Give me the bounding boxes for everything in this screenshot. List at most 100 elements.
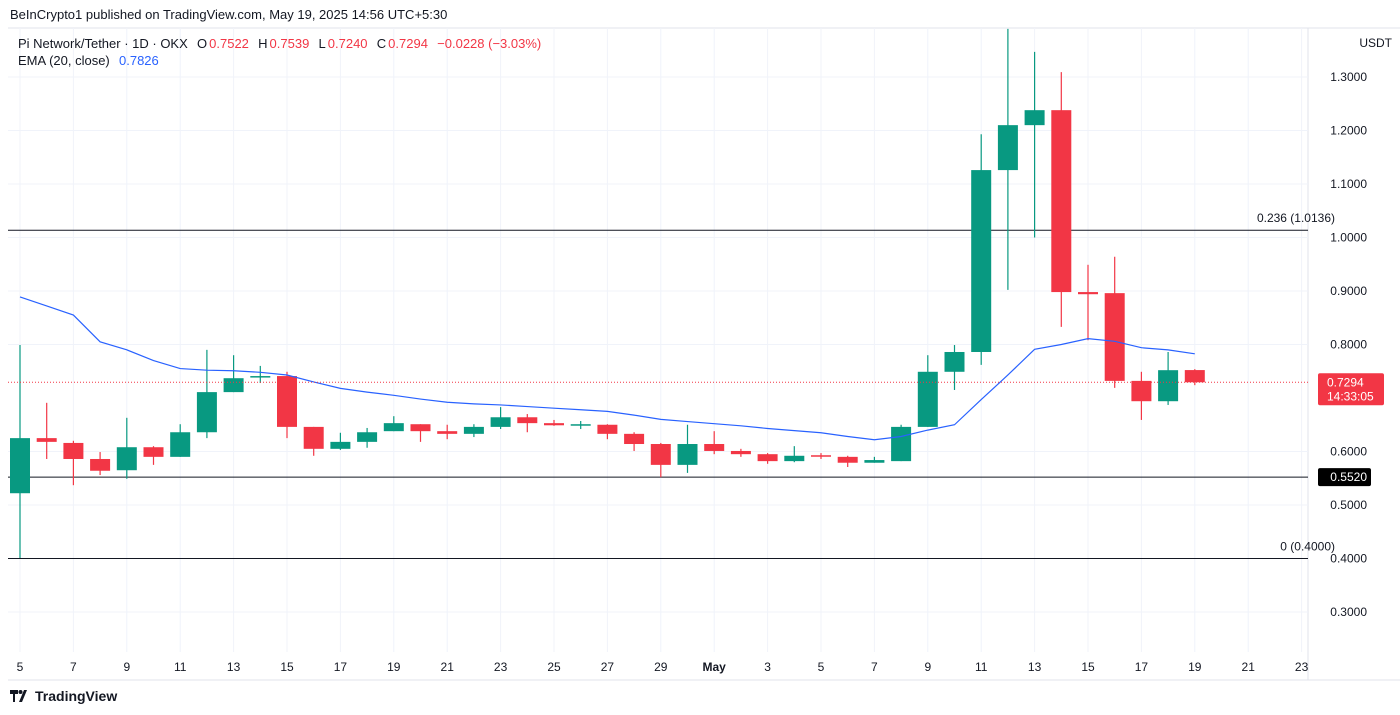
high-label: H: [258, 36, 268, 51]
y-tick-label: 0.6000: [1330, 445, 1367, 459]
candle-body: [143, 447, 164, 457]
candle-body: [1184, 370, 1205, 383]
currency-label[interactable]: USDT: [1359, 36, 1392, 50]
candle-body: [1131, 380, 1152, 402]
candle-body: [1051, 110, 1072, 293]
countdown-label: 14:33:05: [1327, 389, 1374, 403]
candle-body: [223, 378, 244, 393]
x-tick-label: 17: [334, 660, 348, 674]
symbol-legend: Pi Network/Tether · 1D · OKX O 0.7522 H 0.…: [18, 35, 543, 69]
candle-body: [1024, 110, 1045, 126]
low-value: 0.7240: [327, 36, 368, 51]
candle-body: [250, 376, 271, 378]
level-badge-label: 0.5520: [1330, 470, 1367, 484]
candle-body: [517, 417, 538, 424]
ema-row: EMA (20, close) 0.7826: [18, 52, 543, 69]
candle-body: [757, 454, 778, 462]
ohlc-row: Pi Network/Tether · 1D · OKX O 0.7522 H 0.…: [18, 35, 543, 52]
x-tick-label: 19: [387, 660, 401, 674]
y-tick-label: 0.9000: [1330, 284, 1367, 298]
level-label: 0.236 (1.0136): [1257, 211, 1335, 225]
y-tick-label: 1.0000: [1330, 231, 1367, 245]
candle-body: [383, 423, 404, 432]
high-value: 0.7539: [269, 36, 310, 51]
candle-body: [597, 424, 618, 434]
close-label: C: [376, 36, 387, 51]
symbol-name[interactable]: Pi Network/Tether · 1D · OKX: [18, 36, 188, 51]
x-tick-label: 21: [1242, 660, 1256, 674]
close-value: 0.7294: [388, 36, 428, 51]
x-tick-label: 15: [280, 660, 294, 674]
x-tick-label: 13: [227, 660, 241, 674]
x-tick-label: 5: [17, 660, 24, 674]
y-tick-label: 0.8000: [1330, 338, 1367, 352]
x-tick-label: 23: [1295, 660, 1309, 674]
candle-body: [90, 458, 111, 471]
candle-body: [730, 450, 751, 455]
candle-body: [971, 170, 992, 352]
change-value: −0.0228 (−3.03%): [437, 36, 542, 51]
x-tick-label: 15: [1081, 660, 1095, 674]
x-tick-label: May: [703, 660, 727, 674]
ema-value: 0.7826: [119, 53, 159, 68]
x-tick-label: 7: [871, 660, 878, 674]
y-tick-label: 0.4000: [1330, 552, 1367, 566]
candle-body: [277, 376, 297, 427]
candle-body: [784, 455, 805, 462]
candle-body: [891, 426, 912, 462]
candle-body: [837, 456, 858, 463]
y-tick-label: 0.3000: [1330, 605, 1367, 619]
tradingview-logo-icon: [10, 690, 27, 702]
candle-body: [63, 442, 84, 459]
x-tick-label: 9: [123, 660, 130, 674]
open-label: O: [197, 36, 208, 51]
candle-body: [944, 351, 965, 372]
candle-body: [10, 438, 30, 494]
y-tick-label: 1.2000: [1330, 124, 1367, 138]
candle-body: [357, 432, 378, 442]
y-tick-label: 0.5000: [1330, 498, 1367, 512]
candle-body: [544, 423, 564, 426]
candle-body: [330, 441, 351, 449]
x-tick-label: 21: [441, 660, 455, 674]
y-tick-label: 1.1000: [1330, 177, 1367, 191]
x-tick-label: 5: [818, 660, 825, 674]
candle-body: [704, 444, 725, 451]
candle-body: [917, 371, 938, 427]
publish-info: BeInCrypto1 published on TradingView.com…: [10, 7, 448, 22]
candle-body: [463, 426, 484, 434]
candle-body: [36, 438, 57, 442]
x-tick-label: 13: [1028, 660, 1042, 674]
x-tick-label: 17: [1135, 660, 1149, 674]
candle-body: [811, 455, 831, 457]
ema-line: [19, 296, 1195, 441]
x-tick-label: 11: [174, 660, 187, 674]
candle-body: [570, 424, 591, 426]
level-badge: [1318, 468, 1371, 487]
candle-body: [490, 417, 511, 427]
tradingview-logo: TradingView: [10, 688, 117, 704]
candle-body: [677, 444, 698, 465]
x-tick-label: 9: [924, 660, 931, 674]
candle-body: [170, 432, 191, 457]
candle-body: [1078, 292, 1098, 295]
x-tick-label: 25: [547, 660, 561, 674]
last-price-label: 0.7294: [1327, 375, 1364, 389]
x-tick-label: 3: [764, 660, 771, 674]
candle-body: [864, 460, 885, 463]
candle-body: [997, 125, 1018, 171]
x-tick-label: 29: [654, 660, 668, 674]
x-tick-label: 27: [601, 660, 615, 674]
ema-label[interactable]: EMA (20, close): [18, 53, 110, 68]
level-label: 0 (0.4000): [1280, 540, 1335, 554]
x-tick-label: 7: [70, 660, 77, 674]
candle-body: [196, 392, 217, 433]
low-label: L: [318, 36, 326, 51]
open-value: 0.7522: [209, 36, 249, 51]
x-tick-label: 11: [975, 660, 988, 674]
candle-body: [437, 431, 458, 434]
candle-body: [1104, 293, 1125, 381]
logo-text: TradingView: [35, 688, 118, 704]
y-tick-label: 1.3000: [1330, 70, 1367, 84]
